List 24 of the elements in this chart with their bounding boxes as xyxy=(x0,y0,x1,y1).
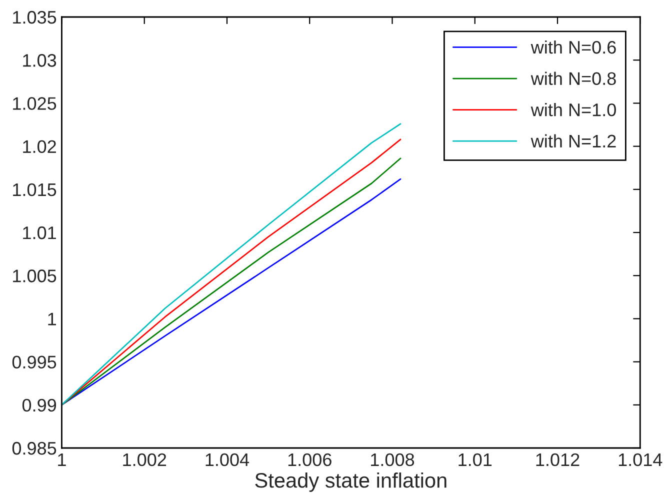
y-tick-label: 0.995 xyxy=(12,356,56,369)
y-tick-label: 1 xyxy=(48,312,56,326)
x-tick-label: 1 xyxy=(58,454,66,466)
y-tick-label: 1.015 xyxy=(13,183,56,196)
legend-label: with N=0.6 xyxy=(530,40,616,54)
x-tick-label: 1.014 xyxy=(618,453,662,466)
y-tick-label: 1.01 xyxy=(23,226,56,240)
x-axis-title: Steady state inflation xyxy=(255,472,446,492)
legend-label: with N=0.8 xyxy=(530,72,616,86)
y-tick-label: 1.005 xyxy=(13,270,56,282)
x-tick-label: 1.012 xyxy=(536,453,580,466)
legend-label: with N=1.2 xyxy=(530,134,616,148)
x-tick-label: 1.008 xyxy=(371,453,414,466)
x-tick-label: 1.004 xyxy=(206,453,250,466)
x-tick-label: 1.006 xyxy=(288,453,332,466)
legend-label: with N=1.0 xyxy=(530,103,616,116)
y-tick-label: 1.035 xyxy=(13,10,56,24)
x-tick-label: 1.002 xyxy=(123,453,166,466)
y-tick-label: 1.025 xyxy=(13,97,56,110)
y-tick-label: 0.99 xyxy=(22,398,56,412)
y-tick-label: 1.02 xyxy=(23,140,56,154)
y-tick-label: 1.03 xyxy=(23,54,56,67)
y-tick-label: 0.985 xyxy=(12,442,56,455)
x-tick-label: 1.01 xyxy=(458,453,492,466)
